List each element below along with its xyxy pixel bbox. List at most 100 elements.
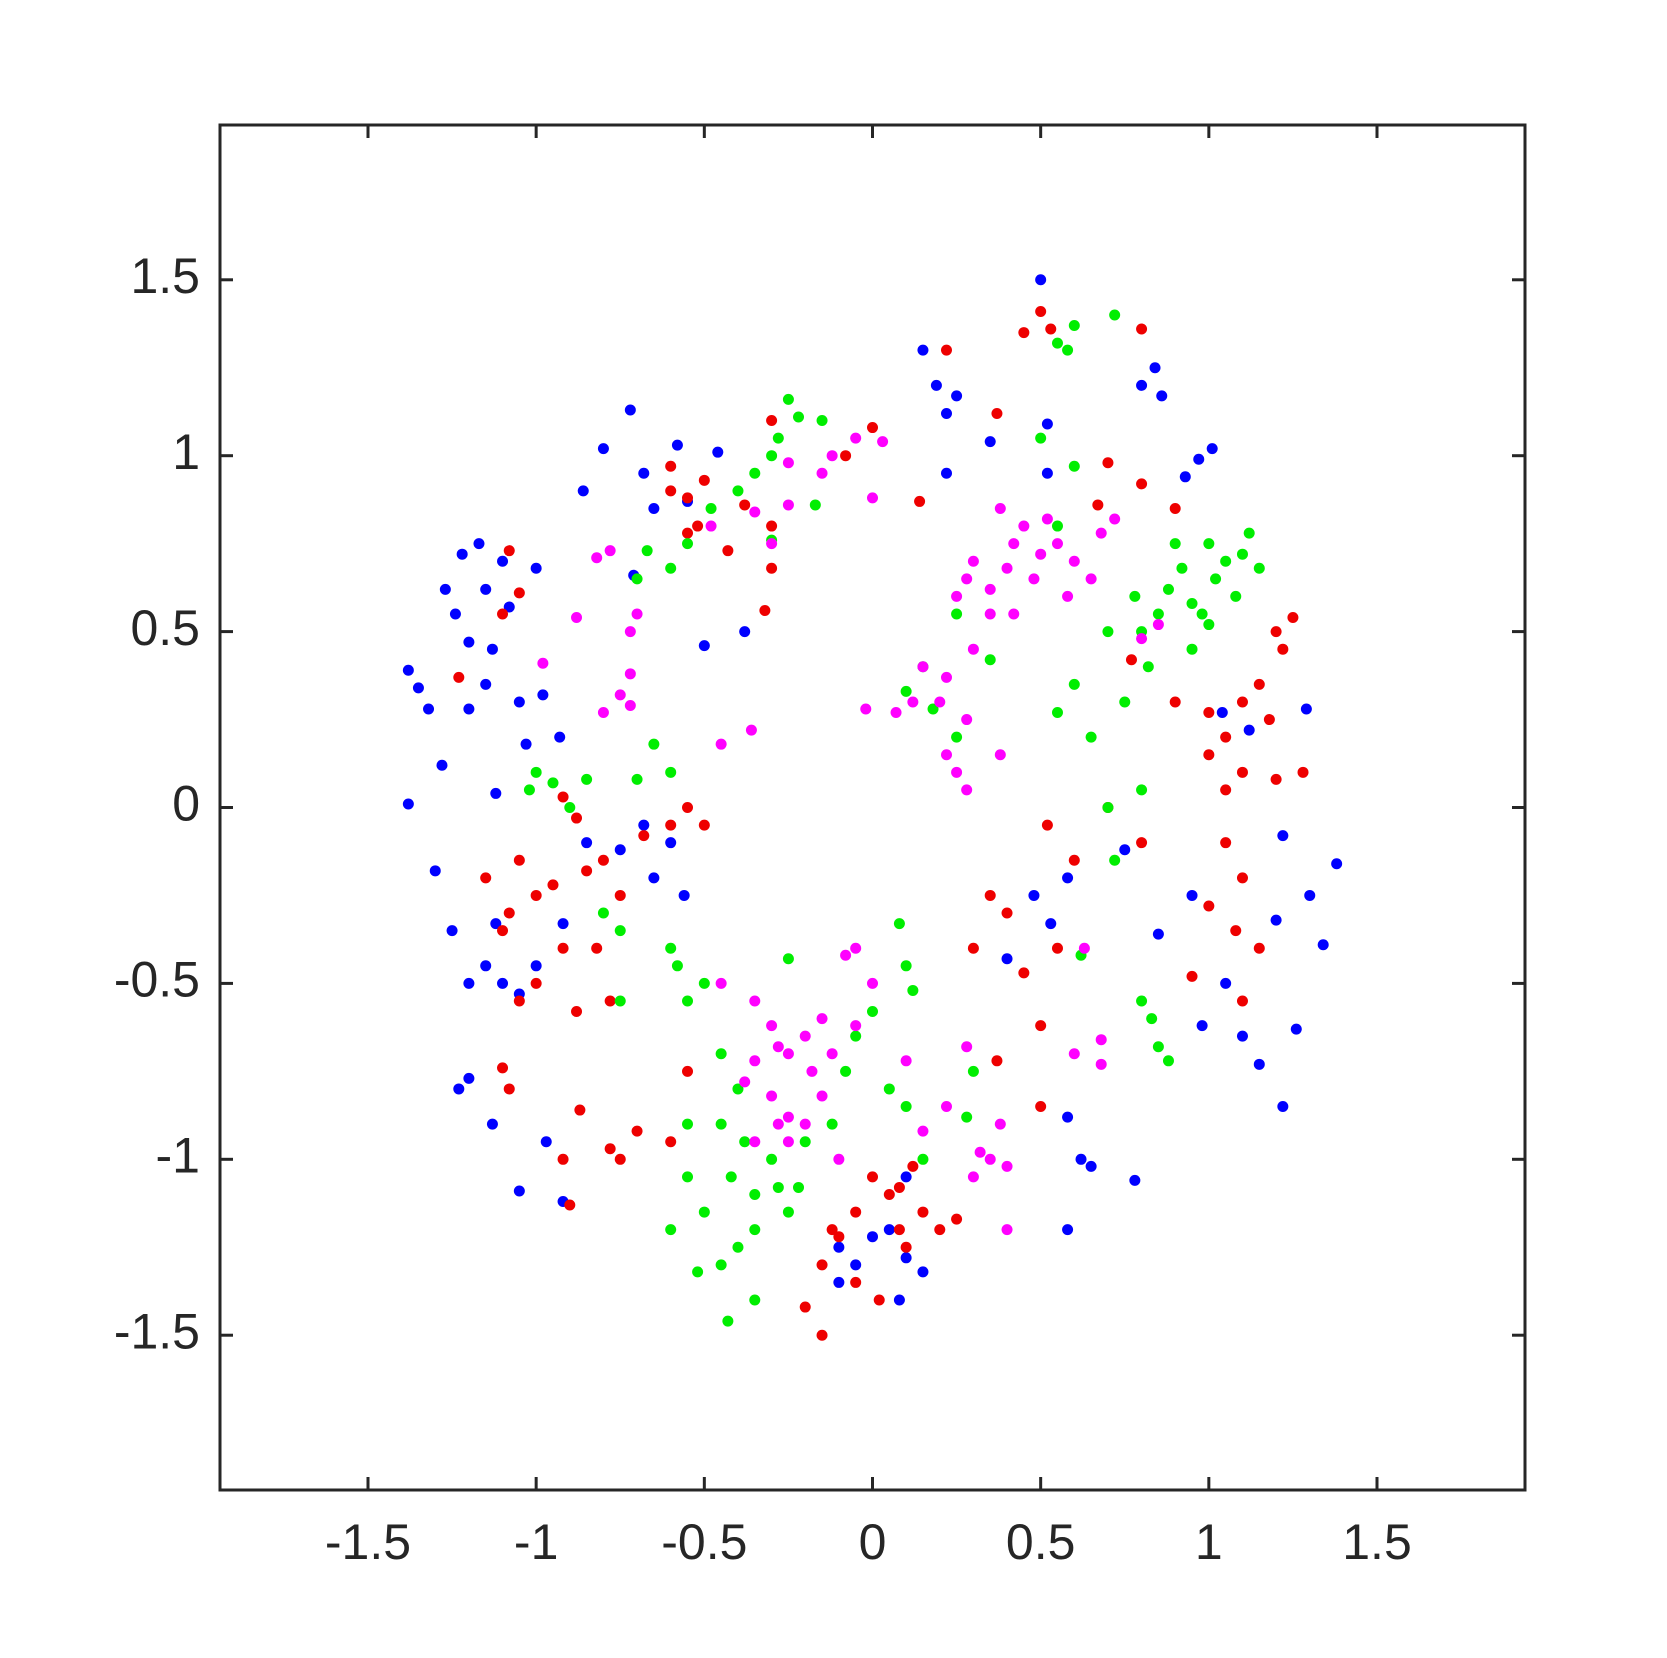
- point: [715, 1259, 727, 1271]
- point: [1129, 590, 1141, 602]
- point: [1035, 305, 1047, 317]
- point: [799, 1030, 811, 1042]
- point: [826, 450, 838, 462]
- point: [412, 682, 424, 694]
- point: [883, 1188, 895, 1200]
- point: [1220, 784, 1232, 796]
- point: [1243, 527, 1255, 539]
- point: [951, 1213, 963, 1225]
- point: [1196, 608, 1208, 620]
- point: [1220, 977, 1232, 989]
- point: [907, 696, 919, 708]
- point: [1068, 1048, 1080, 1060]
- point: [715, 1048, 727, 1060]
- point: [463, 703, 475, 715]
- point: [1236, 766, 1248, 778]
- point: [712, 446, 724, 458]
- point: [682, 995, 694, 1007]
- point: [917, 344, 929, 356]
- point: [705, 520, 717, 532]
- point: [638, 467, 650, 479]
- point: [930, 379, 942, 391]
- point: [571, 612, 583, 624]
- x-tick-label: 0: [859, 1514, 887, 1570]
- point: [571, 812, 583, 824]
- point: [1062, 872, 1074, 884]
- point: [782, 953, 794, 965]
- point: [624, 668, 636, 680]
- point: [1095, 1034, 1107, 1046]
- point: [597, 907, 609, 919]
- point: [682, 1065, 694, 1077]
- point: [900, 1101, 912, 1113]
- point: [1102, 626, 1114, 638]
- point: [614, 995, 626, 1007]
- point: [557, 942, 569, 954]
- point: [453, 1083, 465, 1095]
- point: [1253, 562, 1265, 574]
- point: [867, 422, 878, 434]
- point: [994, 502, 1006, 514]
- point: [749, 1055, 761, 1067]
- point: [732, 1241, 744, 1253]
- point: [648, 872, 660, 884]
- point: [1035, 1020, 1047, 1032]
- point: [867, 1231, 878, 1243]
- point: [1062, 344, 1074, 356]
- point: [1186, 597, 1198, 609]
- point: [547, 879, 559, 891]
- point: [840, 450, 852, 462]
- point: [749, 467, 761, 479]
- point: [934, 696, 946, 708]
- point: [850, 432, 862, 444]
- point: [890, 707, 902, 719]
- point: [1169, 696, 1181, 708]
- plot-area: [220, 125, 1525, 1490]
- point: [833, 1231, 845, 1243]
- point: [547, 777, 559, 789]
- point: [816, 1090, 828, 1102]
- point: [961, 1111, 973, 1123]
- point: [436, 759, 448, 771]
- point: [1152, 928, 1164, 940]
- point: [850, 942, 862, 954]
- point: [1277, 1101, 1289, 1113]
- point: [1001, 953, 1013, 965]
- point: [429, 865, 441, 877]
- point: [927, 703, 939, 715]
- point: [648, 738, 660, 750]
- point: [1018, 520, 1030, 532]
- point: [540, 1136, 552, 1148]
- point: [1035, 1101, 1047, 1113]
- point: [1136, 633, 1148, 645]
- point: [900, 960, 912, 972]
- point: [967, 942, 979, 954]
- point: [1230, 590, 1242, 602]
- point: [1270, 914, 1282, 926]
- point: [893, 1294, 905, 1306]
- point: [1236, 548, 1248, 560]
- point: [1287, 612, 1299, 624]
- point: [530, 960, 542, 972]
- point: [1129, 1174, 1141, 1186]
- point: [671, 960, 683, 972]
- point: [1270, 626, 1282, 638]
- point: [772, 1041, 784, 1053]
- point: [766, 562, 778, 574]
- point: [682, 492, 694, 504]
- point: [940, 671, 952, 683]
- point: [732, 1083, 744, 1095]
- point: [490, 918, 502, 930]
- point: [530, 562, 542, 574]
- point: [1041, 418, 1053, 430]
- point: [503, 601, 515, 613]
- point: [557, 791, 569, 803]
- point: [513, 587, 525, 599]
- point: [614, 925, 626, 937]
- point: [486, 643, 498, 655]
- point: [1162, 1055, 1174, 1067]
- point: [732, 485, 744, 497]
- point: [782, 1048, 794, 1060]
- point: [423, 703, 435, 715]
